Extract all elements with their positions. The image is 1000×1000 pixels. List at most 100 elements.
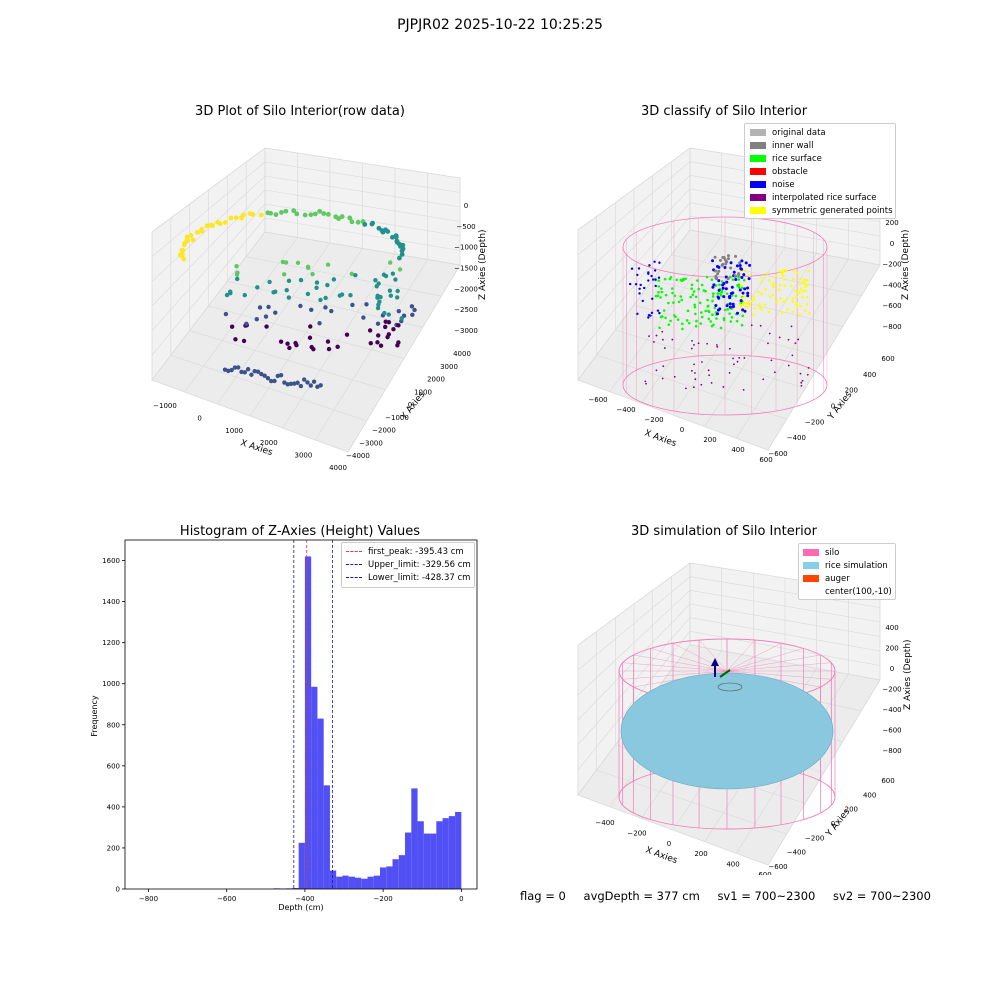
rice-surface-point [671, 287, 674, 290]
raw-data-point [305, 291, 311, 297]
x-tick-label: 600 [758, 871, 771, 875]
y-tick-label: 400 [863, 791, 876, 799]
raw-data-point [286, 278, 292, 284]
interpolated-point [671, 338, 674, 341]
raw-data-point [394, 295, 400, 300]
raw-data-point [287, 345, 292, 351]
rice-surface-point [710, 324, 714, 328]
raw-data-point [268, 210, 274, 216]
raw-data-point [375, 295, 380, 300]
rice-surface-point [742, 278, 746, 282]
z-tick-label: −1500 [454, 265, 478, 273]
interpolated-point [661, 338, 664, 341]
raw-data-point [367, 328, 373, 333]
raw-data-point [369, 221, 375, 227]
raw-data-point [364, 302, 369, 307]
raw-3d-points [177, 208, 417, 390]
interpolated-point [655, 369, 658, 372]
symmetric-point [780, 310, 784, 314]
x-tick-label: 200 [703, 436, 716, 444]
noise-point [725, 280, 729, 284]
raw-data-point [336, 216, 342, 222]
legend-entry: rice simulation [803, 560, 888, 572]
legend-swatch [803, 562, 819, 569]
histogram-bar [298, 842, 305, 889]
noise-point [637, 267, 641, 270]
raw-data-point [266, 304, 271, 310]
rice-surface-point [711, 292, 715, 295]
noise-point [712, 283, 716, 287]
silo-roof-wire [726, 639, 756, 672]
interpolated-point [806, 373, 809, 376]
histogram-bar [405, 832, 412, 889]
raw-data-point [283, 208, 289, 214]
rice-surface [620, 672, 834, 790]
raw-data-point [233, 215, 239, 221]
raw-data-point [396, 323, 401, 328]
x-tick-label: −400 [295, 895, 314, 903]
legend-entry: inner wall [750, 140, 813, 152]
x-tick-label: −400 [595, 819, 614, 827]
raw-data-point [255, 369, 261, 374]
histogram-bar [380, 867, 387, 889]
rice-surface-point [687, 321, 691, 325]
inner-wall-point [734, 254, 738, 258]
legend-entry: silo [803, 547, 839, 559]
noise-point [639, 283, 642, 287]
noise-point [732, 270, 736, 274]
rice-surface-point [669, 275, 673, 279]
y-tick-label: −400 [787, 849, 806, 857]
noise-point [636, 312, 639, 316]
symmetric-point [778, 270, 781, 273]
raw-data-point [349, 219, 355, 225]
classify-z-axis-label: Z Axies (Depth) [901, 229, 911, 300]
histogram-bar [386, 866, 393, 889]
raw-data-point [388, 293, 394, 298]
grid-line [151, 161, 266, 257]
rice-surface-point [660, 315, 664, 318]
rice-surface-point [680, 298, 684, 302]
simulation-3d-plot: −400−2000200400600−600−400−2000200400600… [577, 562, 913, 875]
rice-surface-point [699, 311, 703, 314]
simulation-plot-title: 3D simulation of Silo Interior [631, 524, 817, 539]
rice-surface-point [713, 306, 717, 310]
raw-data-point [375, 305, 381, 311]
rice-surface-point [690, 287, 694, 290]
inner-wall-point [718, 258, 722, 262]
rice-surface-point [693, 303, 696, 307]
raw-data-point [390, 271, 396, 276]
raw-data-point [267, 279, 272, 285]
raw-data-point [308, 212, 314, 218]
inner-wall-point [738, 261, 742, 265]
interpolated-point [662, 365, 665, 368]
raw-data-point [210, 223, 216, 229]
symmetric-point [775, 300, 779, 303]
noise-point [650, 274, 653, 278]
symmetric-point [779, 297, 782, 300]
raw-data-point [368, 341, 373, 346]
raw-data-point [315, 384, 320, 390]
interpolated-point [691, 339, 693, 342]
symmetric-point [798, 313, 801, 316]
raw-data-point [235, 276, 240, 282]
symmetric-point [808, 311, 811, 315]
rice-surface-point [694, 324, 698, 328]
interpolated-point [801, 379, 804, 382]
rice-surface-point [720, 280, 724, 283]
z-tick-label: −2000 [454, 285, 478, 293]
x-tick-label: 2000 [260, 439, 278, 447]
symmetric-point [805, 279, 809, 282]
inner-wall-point [720, 263, 724, 267]
raw-data-point [278, 339, 284, 344]
x-tick-label: 400 [726, 861, 739, 869]
inner-wall-point [729, 266, 733, 270]
interpolated-point [787, 364, 790, 367]
axis-pane [151, 231, 461, 453]
noise-point [747, 277, 751, 281]
raw-data-point [310, 271, 315, 277]
z-tick-label: 0 [890, 240, 894, 248]
rice-surface-point [731, 278, 735, 281]
histogram-bar [411, 788, 418, 889]
interpolated-point [716, 344, 718, 346]
noise-point [742, 273, 746, 277]
